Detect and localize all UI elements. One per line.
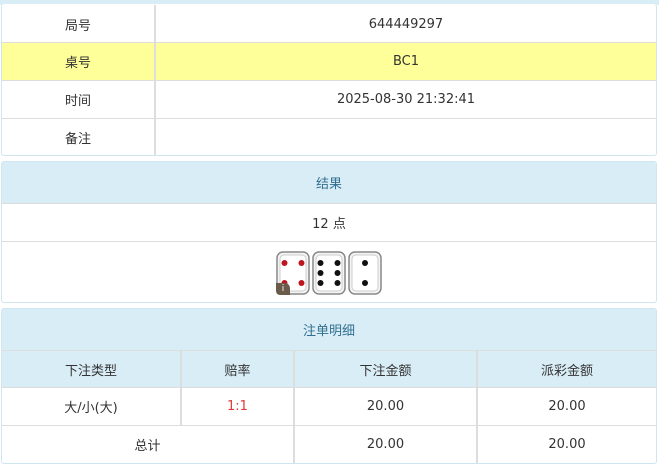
total-label: 总计 [2, 426, 295, 463]
odds: 1:1 [182, 388, 295, 425]
bet-type: 大/小(大) [2, 388, 182, 425]
round-info-panel: 局号 644449297 桌号 BC1 时间 2025-08-30 21:32:… [1, 4, 657, 156]
total-payout: 20.00 [548, 437, 586, 452]
result-title: 结果 [2, 162, 656, 203]
table-id: BC1 [392, 54, 420, 69]
col-bet-type: 下注类型 [2, 351, 182, 387]
result-panel: 结果 12 点 i [1, 161, 657, 303]
info-row-round: 局号 644449297 [2, 5, 656, 43]
col-odds: 赔率 [182, 351, 295, 387]
time-value: 2025-08-30 21:32:41 [336, 92, 476, 107]
payout: 20.00 [548, 399, 586, 414]
info-badge-icon[interactable]: i [276, 282, 290, 295]
bet-table-header: 下注类型 赔率 下注金额 派彩金额 [2, 350, 656, 387]
round-id: 644449297 [368, 16, 444, 32]
info-row-remark: 备注 [2, 118, 656, 155]
die-2-icon [348, 250, 382, 295]
label: 备注 [2, 119, 156, 155]
label: 桌号 [2, 43, 156, 80]
result-points: 12 点 [2, 203, 656, 241]
total-row: 总计 20.00 20.00 [2, 425, 656, 463]
bet-detail-panel: 注单明细 下注类型 赔率 下注金额 派彩金额 大/小(大) 1:1 20.00 … [1, 308, 657, 464]
col-payout: 派彩金额 [540, 363, 593, 379]
label: 时间 [2, 81, 156, 118]
label: 局号 [2, 5, 156, 43]
dice-group: i [276, 250, 382, 295]
top-strip [0, 0, 659, 5]
total-amount: 20.00 [295, 426, 478, 463]
die-6-icon [312, 250, 346, 295]
table-row: 大/小(大) 1:1 20.00 20.00 [2, 387, 656, 425]
dice-row: i [2, 241, 656, 302]
bet-detail-title: 注单明细 [2, 309, 656, 350]
bet-amount: 20.00 [295, 388, 478, 425]
info-row-time: 时间 2025-08-30 21:32:41 [2, 80, 656, 118]
info-row-table: 桌号 BC1 [2, 42, 656, 80]
col-bet-amount: 下注金额 [295, 351, 478, 387]
remark-value [156, 119, 656, 155]
